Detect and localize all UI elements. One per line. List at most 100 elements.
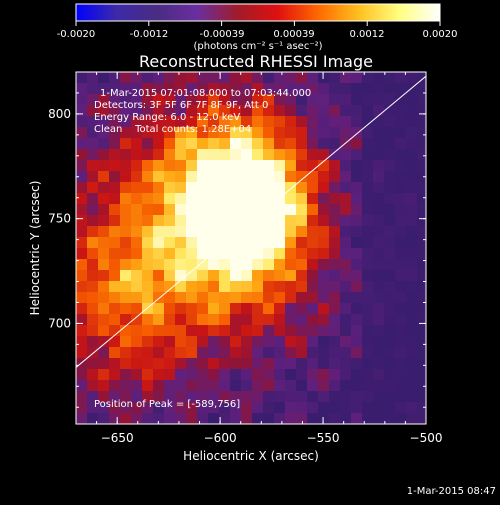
heatmap-cell [120, 105, 132, 117]
heatmap-cell [263, 336, 275, 348]
heatmap-cell [395, 193, 407, 205]
heatmap-cell [186, 391, 198, 403]
heatmap-cell [252, 105, 264, 117]
heatmap-cell [120, 72, 132, 84]
heatmap-cell [395, 204, 407, 216]
heatmap-cell [241, 270, 253, 282]
heatmap-cell [175, 281, 187, 293]
heatmap-cell [373, 325, 385, 337]
heatmap-cell [274, 413, 286, 424]
heatmap-cell [417, 72, 426, 84]
heatmap-cell [120, 248, 132, 260]
heatmap-cell [296, 292, 308, 304]
heatmap-cell [406, 248, 418, 260]
heatmap-cell [318, 259, 330, 271]
heatmap-cell [395, 325, 407, 337]
heatmap-cell [274, 237, 286, 249]
heatmap-cell [76, 171, 88, 183]
heatmap-cell [274, 292, 286, 304]
heatmap-cell [373, 72, 385, 84]
heatmap-cell [175, 314, 187, 326]
heatmap-cell [87, 138, 99, 150]
heatmap-cell [131, 193, 143, 205]
heatmap-cell [219, 281, 231, 293]
heatmap-cell [208, 347, 220, 359]
heatmap-cell [98, 270, 110, 282]
heatmap-cell [252, 138, 264, 150]
heatmap-cell [285, 325, 297, 337]
heatmap-cell [362, 116, 374, 128]
heatmap-cell [340, 149, 352, 161]
heatmap-cell [296, 160, 308, 172]
heatmap-cell [351, 138, 363, 150]
heatmap-cell [340, 325, 352, 337]
heatmap-cell [296, 413, 308, 424]
heatmap-cell [241, 160, 253, 172]
heatmap-cell [153, 193, 165, 205]
heatmap-cell [208, 303, 220, 315]
heatmap-cell [142, 116, 154, 128]
heatmap-cell [87, 72, 99, 84]
heatmap-cell [274, 303, 286, 315]
heatmap-cell [373, 259, 385, 271]
heatmap-cell [285, 116, 297, 128]
heatmap-cell [131, 171, 143, 183]
heatmap-cell [131, 281, 143, 293]
heatmap-cell [142, 138, 154, 150]
heatmap-cell [318, 116, 330, 128]
heatmap-cell [87, 116, 99, 128]
heatmap-cell [252, 325, 264, 337]
heatmap-cell [164, 226, 176, 238]
heatmap-cell [142, 303, 154, 315]
heatmap-cell [329, 380, 341, 392]
heatmap-cell [263, 105, 275, 117]
heatmap-cell [98, 413, 110, 424]
heatmap-cell [230, 270, 242, 282]
heatmap-cell [351, 281, 363, 293]
heatmap-cell [285, 138, 297, 150]
heatmap-cell [384, 182, 396, 194]
heatmap-cell [153, 259, 165, 271]
heatmap-cell [98, 160, 110, 172]
heatmap-cell [307, 193, 319, 205]
heatmap-cell [230, 402, 242, 414]
heatmap-cell [87, 413, 99, 424]
heatmap-cell [384, 237, 396, 249]
heatmap-cell [329, 105, 341, 117]
heatmap-cell [395, 182, 407, 194]
heatmap-cell [230, 83, 242, 95]
heatmap-cell [296, 314, 308, 326]
heatmap-cell [87, 325, 99, 337]
heatmap-cell [252, 237, 264, 249]
heatmap-cell [98, 193, 110, 205]
heatmap-cell [373, 127, 385, 139]
heatmap-cell [362, 138, 374, 150]
heatmap-cell [208, 138, 220, 150]
colorbar-tick-1: -0.0020 [57, 29, 96, 40]
heatmap-cell [76, 149, 88, 161]
heatmap-cell [219, 402, 231, 414]
heatmap-cell [164, 83, 176, 95]
heatmap-cell [307, 270, 319, 282]
heatmap-cell [76, 138, 88, 150]
heatmap-cell [362, 226, 374, 238]
heatmap-cell [351, 402, 363, 414]
heatmap-cell [109, 160, 121, 172]
heatmap-cell [318, 391, 330, 403]
heatmap-cell [76, 347, 88, 359]
heatmap-cell [109, 204, 121, 216]
heatmap-cell [340, 127, 352, 139]
heatmap-cell [395, 160, 407, 172]
heatmap-cell [329, 347, 341, 359]
heatmap-cell [197, 160, 209, 172]
heatmap-cell [98, 347, 110, 359]
heatmap-cell [384, 116, 396, 128]
heatmap-cell [142, 127, 154, 139]
heatmap-cell [197, 314, 209, 326]
heatmap-cell [252, 336, 264, 348]
heatmap-cell [395, 149, 407, 161]
heatmap-cell [153, 347, 165, 359]
heatmap-cell [384, 204, 396, 216]
heatmap-cell [142, 149, 154, 161]
heatmap-cell [351, 248, 363, 260]
